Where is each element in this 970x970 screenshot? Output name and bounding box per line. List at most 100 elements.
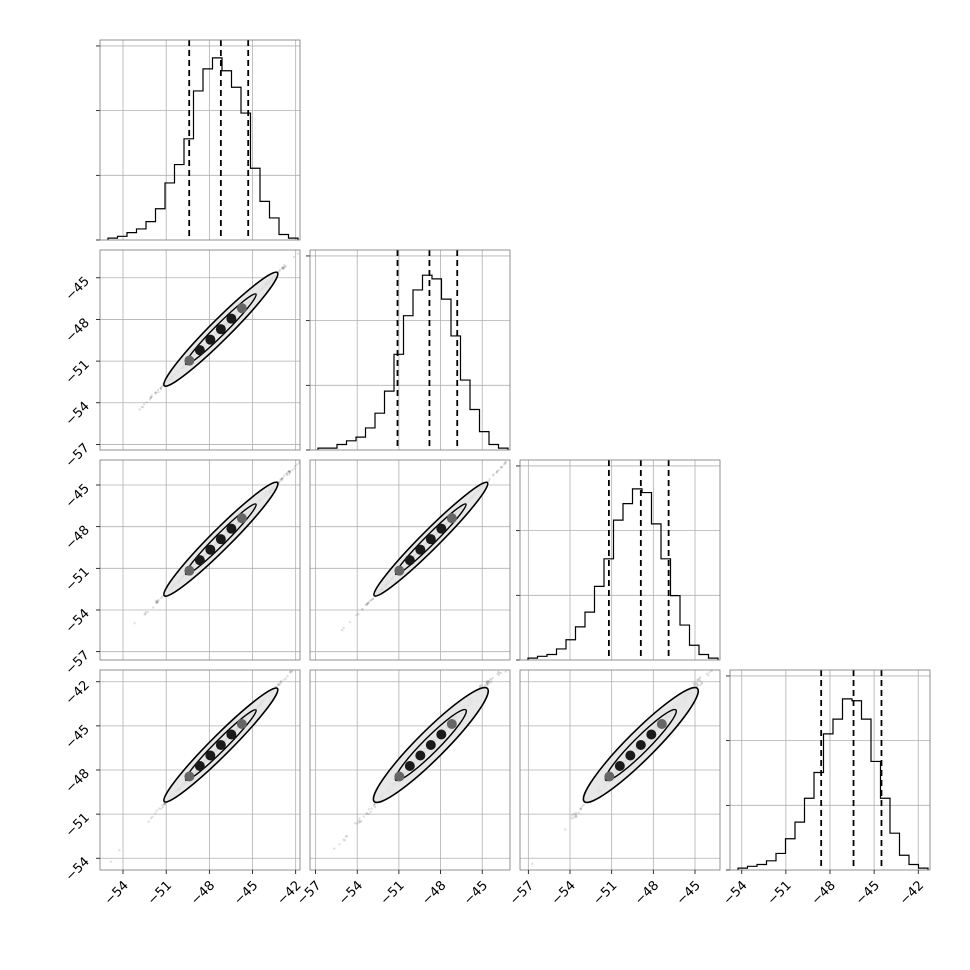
scatter-point [373, 804, 375, 806]
x-tick-label: −45 [674, 878, 704, 908]
density-peak [447, 513, 457, 523]
y-tick-label: −57 [63, 648, 93, 678]
histogram-3 [738, 699, 928, 870]
scatter-point [158, 807, 160, 809]
scatter-point [291, 469, 293, 471]
density-peak [205, 545, 215, 555]
scatter-point [492, 677, 494, 679]
scatter-panel-3-0 [100, 633, 328, 870]
density-peak [195, 761, 205, 771]
scatter-point [496, 471, 498, 473]
x-tick-label: −42 [897, 878, 927, 908]
y-tick-label: −51 [63, 565, 93, 595]
scatter-point [281, 477, 283, 479]
scatter-point [110, 860, 112, 862]
scatter-panel-3-1 [310, 626, 543, 870]
scatter-point [575, 814, 577, 816]
scatter-point [301, 658, 303, 660]
scatter-point [525, 441, 527, 443]
x-tick-label: −54 [102, 878, 132, 908]
scatter-point [154, 392, 156, 394]
density-peak [216, 324, 226, 334]
scatter-point [118, 849, 120, 851]
scatter-point [490, 681, 492, 683]
scatter-point [133, 622, 135, 624]
scatter-point [299, 662, 301, 664]
scatter-point [346, 835, 348, 837]
density-peak [205, 751, 215, 761]
histogram-0 [108, 58, 298, 240]
y-tick-label: −54 [63, 399, 93, 429]
scatter-point [154, 812, 156, 814]
scatter-point [150, 397, 152, 399]
y-tick-label: −54 [63, 606, 93, 636]
scatter-point [358, 817, 360, 819]
scatter-point [564, 828, 566, 830]
scatter-point [354, 822, 356, 824]
x-tick-label: −54 [549, 878, 579, 908]
scatter-point [157, 391, 159, 393]
y-tick-label: −57 [63, 441, 93, 471]
scatter-point [156, 810, 158, 812]
density-peak [195, 555, 205, 565]
scatter-point [370, 811, 372, 813]
scatter-point [501, 666, 503, 668]
scatter-point [504, 670, 506, 672]
scatter-point [293, 667, 295, 669]
x-tick-label: −45 [231, 878, 261, 908]
scatter-point [492, 474, 494, 476]
scatter-point [313, 646, 315, 648]
scatter-point [278, 270, 280, 272]
x-tick-label: −51 [378, 878, 408, 908]
scatter-point [366, 603, 368, 605]
scatter-point [581, 805, 583, 807]
scatter-point [143, 403, 145, 405]
x-tick-label: −57 [507, 878, 537, 908]
scatter-panel-1-0 [100, 240, 311, 450]
density-peak [426, 534, 436, 544]
y-tick-label: −45 [63, 274, 93, 304]
density-peak [447, 719, 457, 729]
scatter-point [157, 389, 159, 391]
scatter-point [326, 633, 328, 635]
y-tick-label: −42 [63, 678, 93, 708]
density-peak [237, 513, 247, 523]
density-peak [394, 566, 404, 576]
density-peak [216, 534, 226, 544]
scatter-point [486, 684, 488, 686]
scatter-point [517, 653, 519, 655]
x-tick-label: −48 [188, 878, 218, 908]
scatter-point [288, 470, 290, 472]
density-peak [405, 761, 415, 771]
scatter-point [160, 387, 162, 389]
density-peak [426, 740, 436, 750]
scatter-point [295, 664, 297, 666]
scatter-point [358, 820, 360, 822]
scatter-point [311, 648, 313, 650]
scatter-point [368, 813, 370, 815]
x-tick-label: −54 [721, 878, 751, 908]
scatter-point [501, 667, 503, 669]
density-peak [226, 524, 236, 534]
density-peak [226, 730, 236, 740]
density-peak [184, 566, 194, 576]
scatter-point [484, 684, 486, 686]
scatter-point [279, 478, 281, 480]
hist-panel-3 [726, 670, 930, 870]
density-peak [657, 719, 667, 729]
density-peak [184, 356, 194, 366]
x-tick-label: −45 [461, 878, 491, 908]
scatter-point [316, 445, 318, 447]
scatter-point [504, 461, 506, 463]
density-peak [604, 772, 614, 782]
x-tick-label: −51 [590, 878, 620, 908]
scatter-point [297, 252, 299, 254]
scatter-point [289, 671, 291, 673]
scatter-point [281, 267, 283, 269]
scatter-point [143, 613, 145, 615]
scatter-point [161, 595, 163, 597]
scatter-point [498, 674, 500, 676]
scatter-point [280, 680, 282, 682]
scatter-point [349, 621, 351, 623]
scatter-point [297, 663, 299, 665]
